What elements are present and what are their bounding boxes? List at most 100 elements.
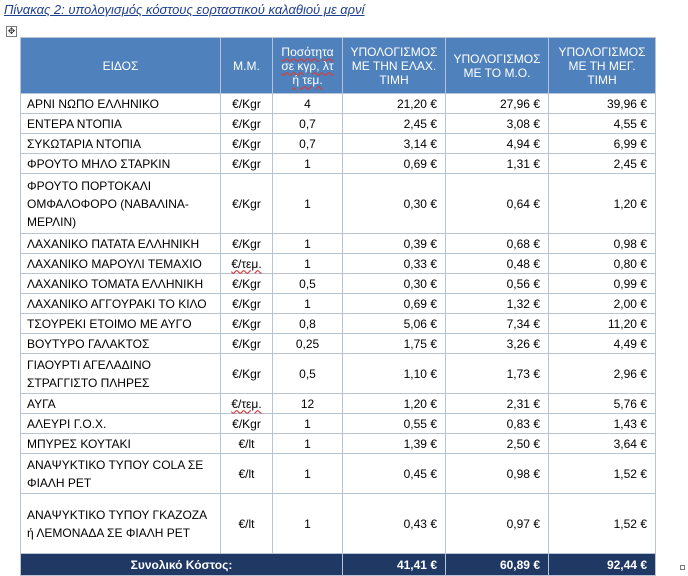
avg-price-cost: 0,56 €	[445, 273, 549, 294]
table-row: ΦΡΟΥΤΟ ΜΗΛΟ ΣΤΑΡΚΙΝ €/Kgr 1 0,69 €1,31 €2,4…	[20, 153, 656, 174]
item-name: ΑΡΝΙ ΝΩΠΟ ΕΛΛΗΝΙΚΟ	[20, 93, 221, 114]
unit-of-measure: €/Kgr	[220, 153, 273, 174]
total-row: Συνολικό Κόστος: 41,41 € 60,89 € 92,44 €	[20, 553, 656, 576]
avg-price-cost: 0,64 €	[445, 173, 549, 234]
unit-of-measure: €/Kgr	[220, 353, 273, 394]
quantity: 1	[272, 253, 343, 274]
item-name: ΒΟΥΤΥΡΟ ΓΑΛΑΚΤΟΣ	[20, 333, 221, 354]
min-price-cost: 1,75 €	[342, 333, 446, 354]
max-price-cost: 1,52 €	[548, 493, 656, 554]
quantity: 1	[272, 153, 343, 174]
min-price-cost: 0,39 €	[342, 233, 446, 254]
unit-of-measure: €/Kgr	[220, 273, 273, 294]
unit-of-measure: €/lt	[220, 433, 273, 454]
min-price-cost: 1,20 €	[342, 393, 446, 414]
table-row: ΒΟΥΤΥΡΟ ΓΑΛΑΚΤΟΣ €/Kgr 0,25 1,75 €3,26 €4,4…	[20, 333, 656, 354]
unit-of-measure: €/Kgr	[220, 293, 273, 314]
quantity: 0,5	[272, 353, 343, 394]
quantity: 12	[272, 393, 343, 414]
table-row: ΛΑΧΑΝΙΚΟ ΤΟΜΑΤΑ ΕΛΛΗΝΙΚΗ €/Kgr 0,5 0,30 €0,…	[20, 273, 656, 294]
max-price-cost: 4,49 €	[548, 333, 656, 354]
table-header-row: ΕΙΔΟΣ Μ.Μ. Ποσότητα σε κγρ, λτ ή τεμ. ΥΠ…	[20, 37, 656, 94]
min-price-cost: 5,06 €	[342, 313, 446, 334]
table-row: ΛΑΧΑΝΙΚΟ ΑΓΓΟΥΡΑΚΙ ΤΟ ΚΙΛΟ €/Kgr 1 0,69 €1,…	[20, 293, 656, 314]
unit-of-measure: €/lt	[220, 493, 273, 554]
table-row: ΑΥΓΑ €/τεμ. 12 1,20 €2,31 €5,76 €	[20, 393, 656, 414]
max-price-cost: 39,96 €	[548, 93, 656, 114]
max-price-cost: 0,98 €	[548, 233, 656, 254]
unit-of-measure: €/Kgr	[220, 233, 273, 254]
min-price-cost: 0,30 €	[342, 173, 446, 234]
avg-price-cost: 27,96 €	[445, 93, 549, 114]
max-price-cost: 2,96 €	[548, 353, 656, 394]
unit-of-measure: €/τεμ.	[220, 253, 273, 274]
header-min-price: ΥΠΟΛΟΓΙΣΜΟΣ ΜΕ ΤΗΝ ΕΛΑΧ. ΤΙΜΗ	[342, 37, 446, 94]
cost-table: ΕΙΔΟΣ Μ.Μ. Ποσότητα σε κγρ, λτ ή τεμ. ΥΠ…	[20, 37, 656, 576]
max-price-cost: 4,55 €	[548, 113, 656, 134]
avg-price-cost: 7,34 €	[445, 313, 549, 334]
min-price-cost: 0,30 €	[342, 273, 446, 294]
min-price-cost: 0,69 €	[342, 153, 446, 174]
quantity: 1	[272, 293, 343, 314]
avg-price-cost: 2,50 €	[445, 433, 549, 454]
item-name: ΑΝΑΨΥΚΤΙΚΟ ΤΥΠΟΥ ΓΚΑΖΟΖΑ ή ΛΕΜΟΝΑΔΑ ΣΕ Φ…	[20, 493, 221, 554]
table-row: ΛΑΧΑΝΙΚΟ ΜΑΡΟΥΛΙ ΤΕΜΑΧΙΟ €/τεμ. 1 0,33 €0,4…	[20, 253, 656, 274]
quantity: 1	[272, 433, 343, 454]
avg-price-cost: 3,08 €	[445, 113, 549, 134]
total-avg: 60,89 €	[445, 553, 549, 576]
avg-price-cost: 4,94 €	[445, 133, 549, 154]
unit-of-measure: €/Kgr	[220, 313, 273, 334]
avg-price-cost: 1,32 €	[445, 293, 549, 314]
header-item: ΕΙΔΟΣ	[20, 37, 221, 94]
max-price-cost: 2,45 €	[548, 153, 656, 174]
item-name: ΑΛΕΥΡΙ Γ.Ο.Χ.	[20, 413, 221, 434]
quantity: 1	[272, 413, 343, 434]
table-row: ΑΡΝΙ ΝΩΠΟ ΕΛΛΗΝΙΚΟ €/Kgr 4 21,20 €27,96 €39…	[20, 93, 656, 114]
header-max-price: ΥΠΟΛΟΓΙΣΜΟΣ ΜΕ ΤΗ ΜΕΓ. ΤΙΜΗ	[548, 37, 656, 94]
quantity: 0,25	[272, 333, 343, 354]
table-move-handle-icon[interactable]: ✥	[6, 26, 17, 37]
header-quantity: Ποσότητα σε κγρ, λτ ή τεμ.	[272, 37, 343, 94]
min-price-cost: 0,55 €	[342, 413, 446, 434]
item-name: ΦΡΟΥΤΟ ΜΗΛΟ ΣΤΑΡΚΙΝ	[20, 153, 221, 174]
min-price-cost: 3,14 €	[342, 133, 446, 154]
max-price-cost: 1,52 €	[548, 453, 656, 494]
min-price-cost: 2,45 €	[342, 113, 446, 134]
unit-of-measure: €/Kgr	[220, 173, 273, 234]
min-price-cost: 1,39 €	[342, 433, 446, 454]
item-name: ΛΑΧΑΝΙΚΟ ΜΑΡΟΥΛΙ ΤΕΜΑΧΙΟ	[20, 253, 221, 274]
min-price-cost: 0,45 €	[342, 453, 446, 494]
avg-price-cost: 2,31 €	[445, 393, 549, 414]
avg-price-cost: 0,97 €	[445, 493, 549, 554]
header-avg-price: ΥΠΟΛΟΓΙΣΜΟΣ ΜΕ ΤΟ Μ.Ο.	[445, 37, 549, 94]
item-name: ΑΝΑΨΥΚΤΙΚΟ ΤΥΠΟΥ COLA ΣΕ ΦΙΑΛΗ PET	[20, 453, 221, 494]
max-price-cost: 0,80 €	[548, 253, 656, 274]
quantity: 0,7	[272, 113, 343, 134]
quantity: 1	[272, 453, 343, 494]
table-row: ΑΝΑΨΥΚΤΙΚΟ ΤΥΠΟΥ COLA ΣΕ ΦΙΑΛΗ PET €/lt 1 0…	[20, 453, 656, 494]
avg-price-cost: 0,98 €	[445, 453, 549, 494]
item-name: ΑΥΓΑ	[20, 393, 221, 414]
unit-of-measure: €/lt	[220, 453, 273, 494]
min-price-cost: 0,43 €	[342, 493, 446, 554]
item-name: ΛΑΧΑΝΙΚΟ ΤΟΜΑΤΑ ΕΛΛΗΝΙΚΗ	[20, 273, 221, 294]
unit-of-measure: €/Kgr	[220, 133, 273, 154]
item-name: ΤΣΟΥΡΕΚΙ ΕΤΟΙΜΟ ΜΕ ΑΥΓΟ	[20, 313, 221, 334]
quantity: 0,8	[272, 313, 343, 334]
item-name: ΕΝΤΕΡΑ ΝΤΟΠΙΑ	[20, 113, 221, 134]
min-price-cost: 1,10 €	[342, 353, 446, 394]
table-caption: Πίνακας 2: υπολογισμός κόστους εορταστικ…	[4, 2, 365, 17]
table-row: ΛΑΧΑΝΙΚΟ ΠΑΤΑΤΑ ΕΛΛΗΝΙΚΗ €/Kgr 1 0,39 €0,68…	[20, 233, 656, 254]
total-label: Συνολικό Κόστος:	[20, 553, 343, 576]
quantity: 1	[272, 173, 343, 234]
item-name: ΛΑΧΑΝΙΚΟ ΑΓΓΟΥΡΑΚΙ ΤΟ ΚΙΛΟ	[20, 293, 221, 314]
min-price-cost: 0,69 €	[342, 293, 446, 314]
header-unit: Μ.Μ.	[220, 37, 273, 94]
unit-of-measure: €/Kgr	[220, 333, 273, 354]
table-row: ΦΡΟΥΤΟ ΠΟΡΤΟΚΑΛΙ ΟΜΦΑΛΟΦΟΡΟ (ΝΑΒΑΛΙΝΑ-ΜΕ…	[20, 173, 656, 234]
item-name: ΣΥΚΩΤΑΡΙΑ ΝΤΟΠΙΑ	[20, 133, 221, 154]
table-resize-handle[interactable]	[680, 565, 685, 570]
table-row: ΜΠΥΡΕΣ ΚΟΥΤΑΚΙ €/lt 1 1,39 €2,50 €3,64 €	[20, 433, 656, 454]
item-name: ΜΠΥΡΕΣ ΚΟΥΤΑΚΙ	[20, 433, 221, 454]
item-name: ΦΡΟΥΤΟ ΠΟΡΤΟΚΑΛΙ ΟΜΦΑΛΟΦΟΡΟ (ΝΑΒΑΛΙΝΑ-ΜΕ…	[20, 173, 221, 234]
